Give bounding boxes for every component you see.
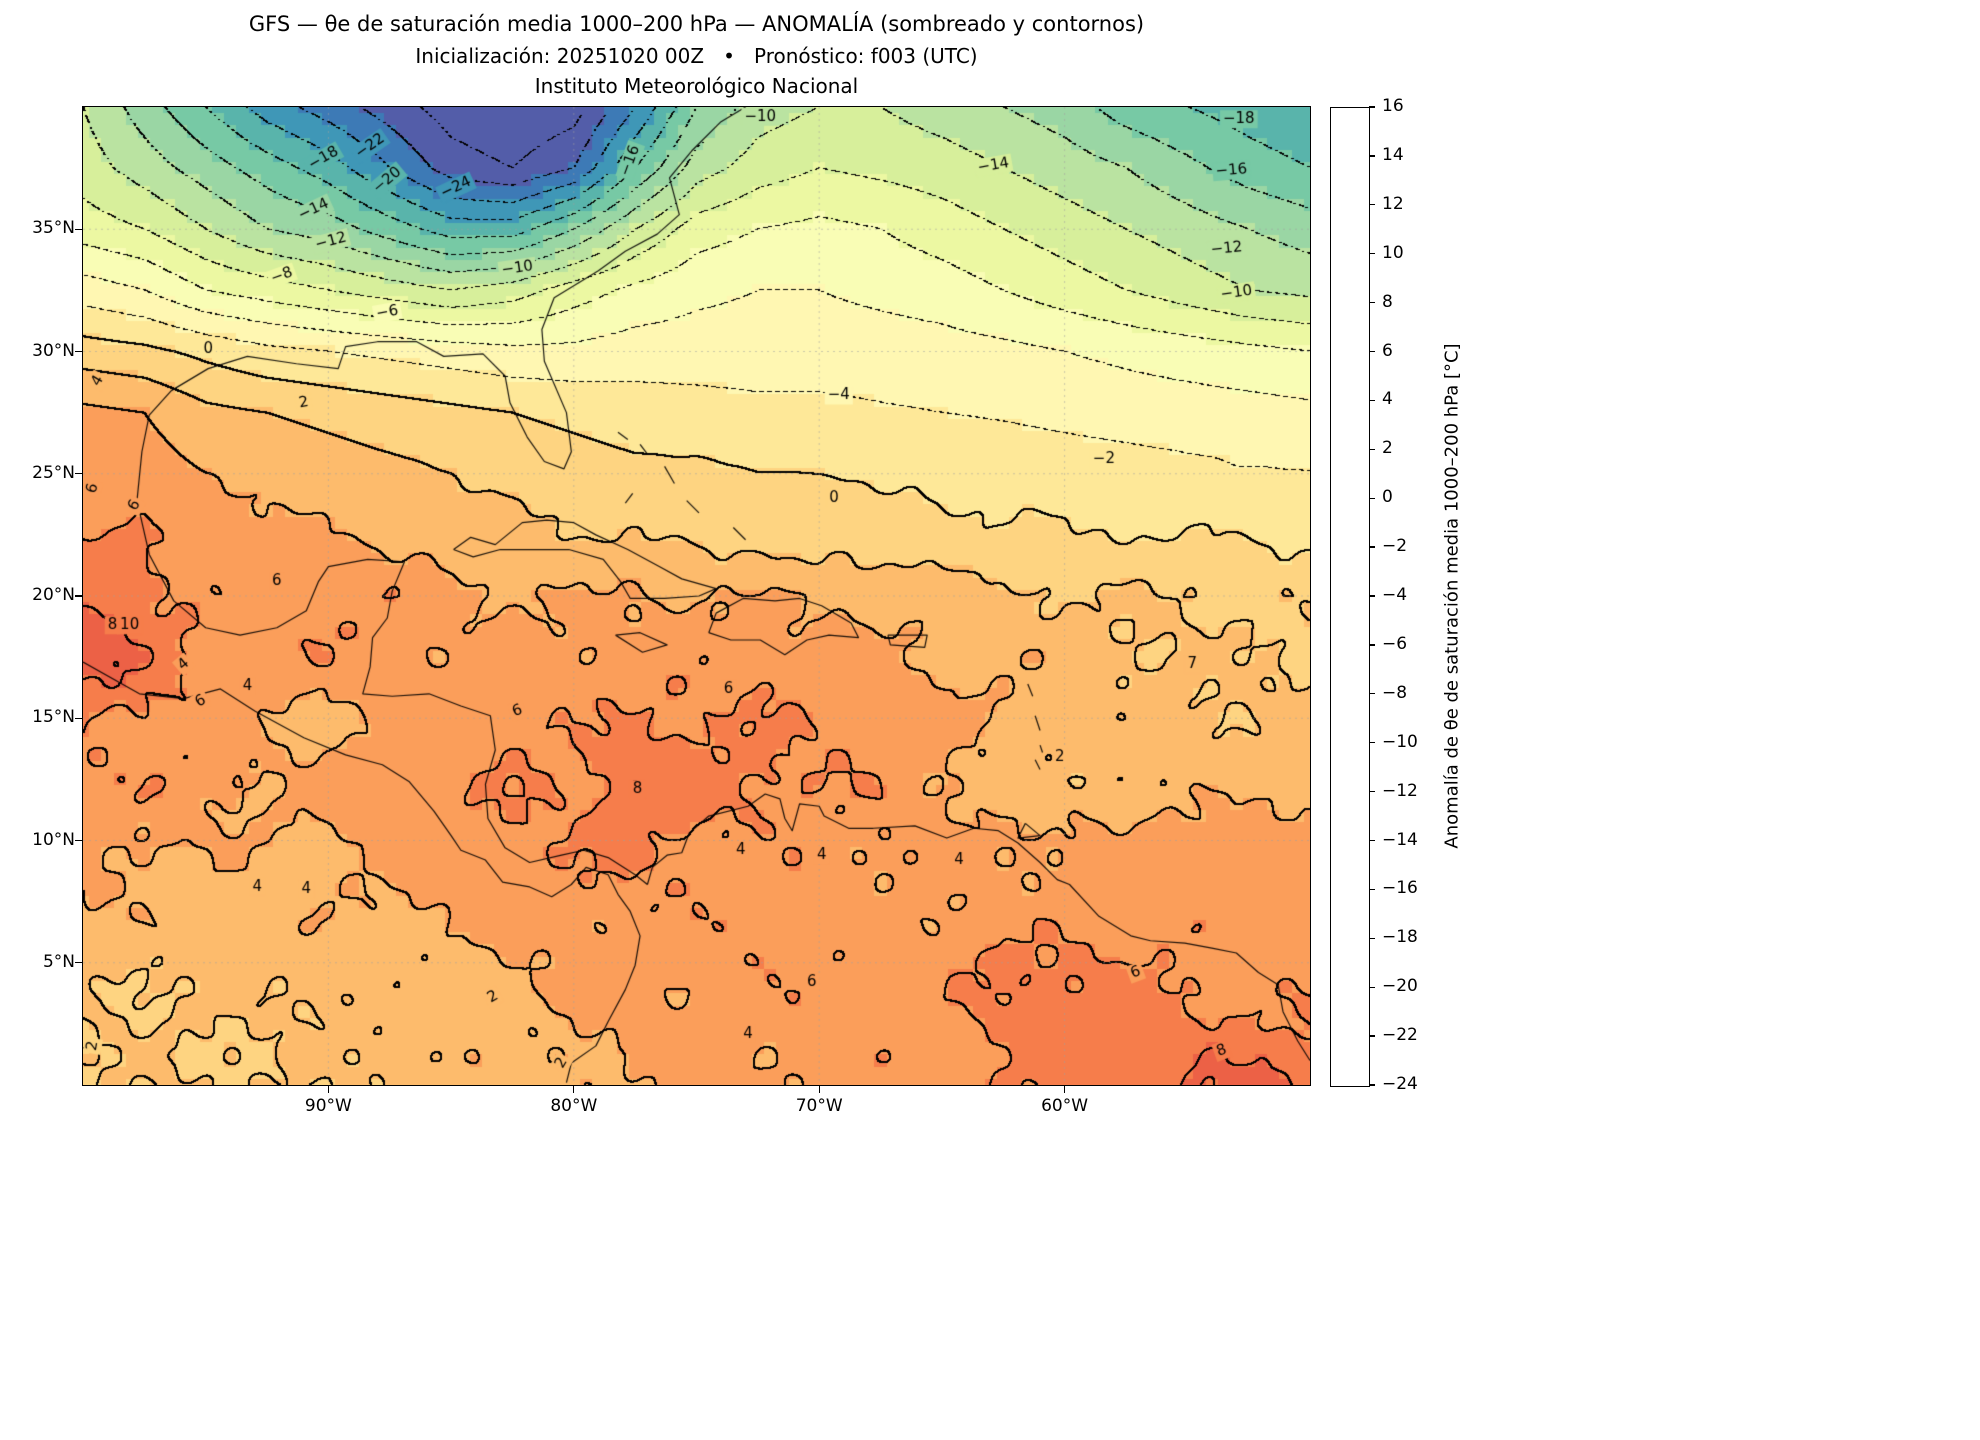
colorbar-tick-label: −6 (1382, 633, 1408, 654)
colorbar-tick-mark (1369, 350, 1375, 353)
colorbar-tick-mark (1369, 595, 1375, 597)
colorbar-tick-label: −10 (1382, 731, 1418, 752)
colorbar-tick-label: 16 (1382, 96, 1404, 116)
x-tick-mark (1063, 1086, 1066, 1093)
colorbar-tick-label: −18 (1382, 927, 1418, 948)
colorbar-label: Anomalía de θe de saturación media 1000–… (1441, 343, 1463, 849)
colorbar-tick-label: 12 (1382, 193, 1404, 214)
colorbar-tick-label: −2 (1382, 536, 1408, 557)
x-tick-mark (818, 1086, 820, 1093)
anomaly-map-canvas (83, 107, 1310, 1085)
x-tick-label: 60°W (1041, 1096, 1089, 1116)
colorbar-tick-label: 4 (1382, 389, 1393, 410)
y-tick-mark (75, 473, 82, 475)
colorbar-tick-label: 0 (1382, 487, 1393, 508)
subtitle-institute: Instituto Meteorológico Nacional (534, 74, 859, 98)
colorbar-tick-label: −8 (1382, 682, 1408, 703)
y-tick-label: 5°N (42, 951, 75, 972)
colorbar-tick-mark (1369, 839, 1375, 842)
colorbar-tick-label: −16 (1382, 878, 1418, 899)
colorbar-tick-label: −22 (1382, 1025, 1418, 1046)
colorbar-tick-mark (1369, 742, 1375, 744)
y-tick-label: 10°N (32, 829, 75, 850)
colorbar-tick-mark (1369, 937, 1375, 939)
y-tick-label: 30°N (32, 340, 75, 361)
colorbar-tick-label: −14 (1382, 829, 1418, 850)
colorbar-tick-label: 14 (1382, 144, 1404, 165)
colorbar-tick-label: 10 (1382, 242, 1404, 263)
colorbar-tick-mark (1369, 1084, 1375, 1086)
subtitle-init-forecast: Inicialización: 20251020 00Z • Pronóstic… (415, 44, 978, 68)
colorbar-tick-mark (1369, 693, 1375, 695)
colorbar-tick-mark (1369, 399, 1375, 402)
colorbar-tick-label: −12 (1382, 780, 1418, 801)
x-tick-mark (573, 1086, 575, 1093)
x-tick-label: 90°W (304, 1096, 352, 1116)
colorbar-tick-mark (1369, 106, 1375, 108)
y-tick-label: 25°N (32, 462, 75, 483)
colorbar-tick-mark (1369, 888, 1375, 891)
colorbar-tick-label: 6 (1382, 340, 1393, 361)
colorbar-tick-mark (1369, 253, 1375, 255)
y-tick-label: 20°N (32, 585, 75, 605)
y-tick-mark (75, 350, 82, 353)
colorbar-tick-mark (1369, 448, 1375, 450)
y-tick-mark (75, 962, 82, 964)
y-tick-mark (75, 595, 82, 597)
colorbar-tick-label: −4 (1382, 585, 1408, 605)
y-tick-label: 15°N (32, 707, 75, 728)
x-tick-label: 80°W (550, 1096, 598, 1116)
colorbar-tick-mark (1369, 497, 1375, 499)
x-tick-mark (327, 1086, 330, 1093)
colorbar-tick-mark (1369, 644, 1375, 646)
y-tick-mark (75, 839, 82, 842)
map-axes (82, 106, 1311, 1086)
page-title: GFS — θe de saturación media 1000–200 hP… (248, 12, 1145, 36)
colorbar-tick-mark (1369, 986, 1375, 988)
colorbar (1330, 107, 1370, 1087)
y-tick-label: 35°N (32, 218, 75, 239)
colorbar-tick-mark (1369, 155, 1375, 157)
colorbar-tick-label: 2 (1382, 438, 1393, 459)
colorbar-tick-mark (1369, 1035, 1375, 1037)
colorbar-tick-label: −20 (1382, 976, 1418, 997)
colorbar-tick-mark (1369, 546, 1375, 548)
colorbar-tick-label: −24 (1382, 1074, 1418, 1094)
y-tick-mark (75, 717, 82, 719)
colorbar-tick-mark (1369, 204, 1375, 206)
colorbar-tick-mark (1369, 790, 1375, 793)
x-tick-label: 70°W (795, 1096, 843, 1116)
y-tick-mark (75, 228, 82, 230)
colorbar-tick-mark (1369, 301, 1375, 304)
colorbar-tick-label: 8 (1382, 291, 1393, 312)
